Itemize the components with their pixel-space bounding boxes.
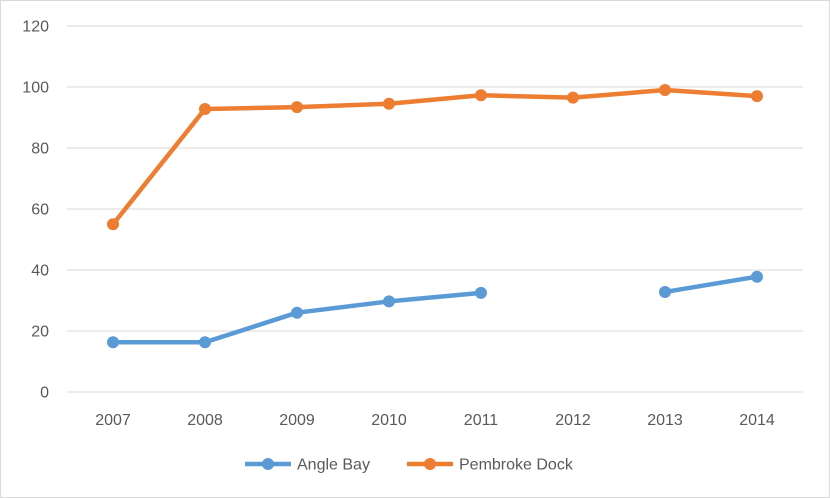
y-tick-label: 20 — [31, 324, 49, 341]
y-tick-label: 0 — [40, 385, 49, 402]
data-point — [751, 270, 763, 283]
data-point — [107, 218, 119, 231]
series-1 — [107, 84, 763, 231]
data-point — [199, 102, 211, 115]
data-point — [291, 306, 303, 319]
legend-label: Pembroke Dock — [459, 457, 574, 474]
x-tick-label: 2010 — [371, 412, 407, 429]
series-0 — [107, 270, 763, 349]
x-tick-label: 2013 — [647, 412, 683, 429]
data-point — [751, 90, 763, 103]
y-tick-label: 120 — [22, 19, 49, 36]
series-layer — [107, 84, 763, 349]
y-tick-label: 80 — [31, 141, 49, 158]
x-tick-label: 2012 — [555, 412, 591, 429]
x-tick-label: 2014 — [739, 412, 775, 429]
y-tick-label: 60 — [31, 202, 49, 219]
y-tick-label: 100 — [22, 80, 49, 97]
x-tick-label: 2007 — [95, 412, 131, 429]
data-point — [475, 286, 487, 299]
legend-item: Angle Bay — [245, 457, 370, 474]
data-point — [659, 285, 671, 298]
gridlines — [67, 25, 803, 393]
data-point — [291, 101, 303, 114]
series-line — [662, 274, 760, 295]
x-tick-label: 2011 — [464, 412, 499, 429]
data-point — [475, 89, 487, 102]
legend-item: Pembroke Dock — [407, 457, 574, 474]
x-tick-label: 2009 — [279, 412, 315, 429]
data-point — [199, 336, 211, 349]
data-point — [107, 336, 119, 349]
data-point — [659, 84, 671, 97]
data-point — [567, 91, 579, 104]
legend-swatch-marker — [262, 458, 274, 470]
series-line — [110, 87, 760, 227]
x-axis-ticks: 2007 2008 2009 2010 2011 2012 2013 2014 — [95, 412, 775, 429]
data-point — [383, 97, 395, 110]
data-point — [383, 295, 395, 308]
y-axis-ticks: 0 20 40 60 80 100 120 — [22, 19, 49, 402]
legend-swatch-marker — [424, 458, 436, 470]
legend: Angle Bay Pembroke Dock — [245, 457, 574, 474]
legend-label: Angle Bay — [297, 457, 370, 474]
y-tick-label: 40 — [31, 263, 49, 280]
x-tick-label: 2008 — [187, 412, 223, 429]
